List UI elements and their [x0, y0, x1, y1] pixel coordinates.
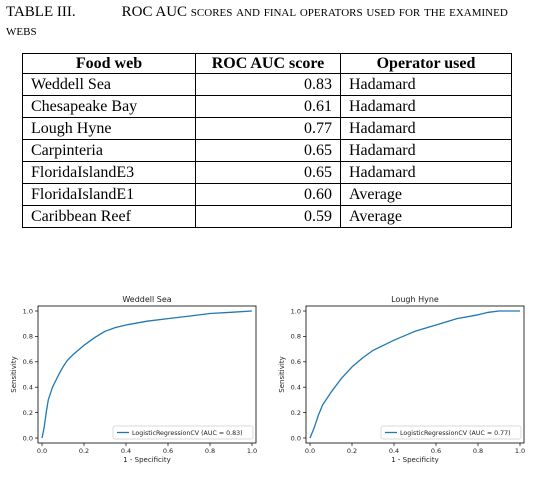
cell-score: 0.61	[195, 95, 341, 118]
y-tick-label: 1.0	[291, 307, 301, 315]
x-axis-label: 1 - Specificity	[123, 456, 171, 464]
roc-chart-svg: Lough Hyne 0.0 0.2 0.4 0.6 0.8 1.0 0.0 0.2 0.4 0.6…	[278, 295, 525, 464]
legend-label: LogisticRegressionCV (AUC = 0.77)	[400, 430, 511, 437]
table-row: FloridaIslandE3 0.65 Hadamard	[22, 161, 512, 184]
header-operator-used: Operator used	[340, 53, 512, 74]
y-tick-label: 0.0	[23, 434, 33, 442]
x-tick-label: 0.2	[79, 447, 89, 455]
axes-frame	[37, 305, 257, 444]
x-tick-label: 0.4	[121, 447, 131, 455]
y-tick-label: 1.0	[23, 307, 33, 315]
y-tick-label: 0.8	[23, 333, 33, 341]
cell-operator: Hadamard	[340, 73, 512, 96]
table-row: Weddell Sea 0.83 Hadamard	[22, 73, 512, 96]
y-tick-label: 0.6	[23, 358, 33, 366]
cell-score: 0.60	[195, 183, 341, 206]
roc-plot-weddell-sea: Weddell Sea 0.0 0.2 0.4 0.6 0.8 1.0 0.0 0.2 0.4 0.…	[6, 290, 268, 472]
x-tick-label: 0.8	[205, 447, 215, 455]
header-roc-auc-score: ROC AUC score	[195, 53, 341, 74]
cell-food-web: Caribbean Reef	[22, 205, 196, 228]
chart-title: Lough Hyne	[391, 295, 439, 304]
y-tick-label: 0.6	[291, 358, 301, 366]
x-axis-label: 1 - Specificity	[391, 456, 439, 464]
table-row: Chesapeake Bay 0.61 Hadamard	[22, 95, 512, 118]
x-tick-label: 0.6	[163, 447, 173, 455]
x-tick-label: 1.0	[515, 447, 525, 455]
axes-frame	[305, 305, 525, 444]
x-tick-label: 0.4	[389, 447, 399, 455]
roc-auc-table: Food web ROC AUC score Operator used Wed…	[22, 53, 512, 228]
y-tick-label: 0.2	[291, 409, 301, 417]
y-tick-label: 0.4	[291, 384, 301, 392]
legend-box	[380, 425, 522, 440]
cell-operator: Hadamard	[340, 117, 512, 140]
roc-curve	[41, 310, 253, 439]
cell-food-web: FloridaIslandE3	[22, 161, 196, 184]
cell-food-web: Chesapeake Bay	[22, 95, 196, 118]
cell-score: 0.65	[195, 161, 341, 184]
cell-score: 0.59	[195, 205, 341, 228]
cell-food-web: Lough Hyne	[22, 117, 196, 140]
cell-operator: Hadamard	[340, 161, 512, 184]
x-tick-label: 1.0	[247, 447, 257, 455]
table-number: TABLE III.	[6, 4, 76, 20]
table-title: ROC AUC scores and final operators used …	[6, 4, 508, 39]
cell-operator: Average	[340, 205, 512, 228]
header-food-web: Food web	[22, 53, 196, 74]
roc-plot-lough-hyne: Lough Hyne 0.0 0.2 0.4 0.6 0.8 1.0 0.0 0.2 0.4 0.6…	[274, 290, 536, 472]
x-tick-label: 0.6	[431, 447, 441, 455]
y-tick-label: 0.0	[291, 434, 301, 442]
y-tick-label: 0.2	[23, 409, 33, 417]
legend-box	[112, 425, 254, 440]
chart-title: Weddell Sea	[122, 295, 171, 304]
legend-label: LogisticRegressionCV (AUC = 0.83)	[132, 430, 243, 437]
cell-operator: Hadamard	[340, 139, 512, 162]
x-tick-label: 0.0	[305, 447, 315, 455]
table-row: Lough Hyne 0.77 Hadamard	[22, 117, 512, 140]
cell-score: 0.83	[195, 73, 341, 96]
cell-operator: Average	[340, 183, 512, 206]
y-tick-label: 0.4	[23, 384, 33, 392]
cell-food-web: FloridaIslandE1	[22, 183, 196, 206]
cell-food-web: Carpinteria	[22, 139, 196, 162]
roc-chart-svg: Weddell Sea 0.0 0.2 0.4 0.6 0.8 1.0 0.0 0.2 0.4 0.…	[10, 295, 257, 464]
x-tick-label: 0.8	[473, 447, 483, 455]
table-caption: TABLE III. ROC AUC scores and final opera…	[6, 3, 536, 41]
table-row: Carpinteria 0.65 Hadamard	[22, 139, 512, 162]
cell-score: 0.77	[195, 117, 341, 140]
y-tick-label: 0.8	[291, 333, 301, 341]
x-tick-label: 0.2	[347, 447, 357, 455]
roc-curve	[309, 310, 520, 439]
y-axis-label: Sensitivity	[278, 356, 286, 392]
cell-operator: Hadamard	[340, 95, 512, 118]
x-tick-label: 0.0	[37, 447, 47, 455]
y-axis-label: Sensitivity	[10, 356, 18, 392]
cell-score: 0.65	[195, 139, 341, 162]
table-row: Caribbean Reef 0.59 Average	[22, 205, 512, 228]
table-row: FloridaIslandE1 0.60 Average	[22, 183, 512, 206]
table-header-row: Food web ROC AUC score Operator used	[22, 53, 512, 74]
cell-food-web: Weddell Sea	[22, 73, 196, 96]
